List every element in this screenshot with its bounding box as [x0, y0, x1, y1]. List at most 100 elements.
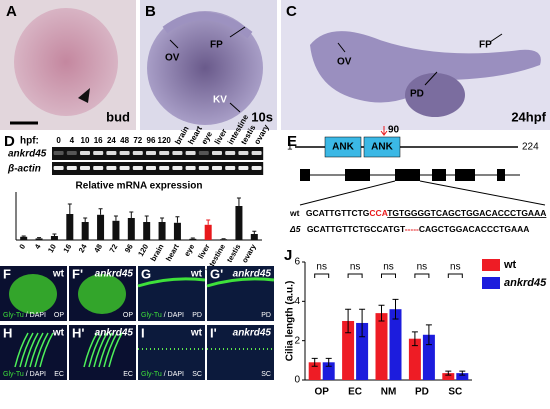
significance-bracket: [447, 273, 463, 278]
gel-band: [172, 151, 183, 155]
x-tick-label: PD: [415, 387, 429, 398]
aa-end: 224: [522, 142, 539, 153]
arrow: [424, 71, 438, 86]
error-bar: [459, 370, 466, 376]
gel-band: [251, 166, 262, 170]
exon: [395, 169, 420, 181]
gel-band: [80, 151, 90, 155]
x-tick-label: 0: [17, 242, 27, 250]
x-tick-label: 24: [77, 242, 89, 254]
gel-band: [146, 151, 156, 155]
error-bar: [52, 233, 57, 236]
error-bar: [311, 357, 318, 367]
arrowhead: [78, 88, 90, 103]
region: OP: [123, 312, 133, 319]
lane-label: 96: [147, 136, 156, 145]
label: KV: [213, 95, 227, 106]
stain-label: Gly-Tu / DAPI: [141, 312, 184, 319]
bar: [35, 238, 43, 240]
embryo-body: [162, 12, 253, 39]
x-tick-label: 4: [33, 242, 43, 251]
panel-letter: E: [287, 133, 297, 150]
x-tick-label: 96: [123, 242, 135, 254]
legend-label: ankrd45: [504, 277, 547, 289]
stain: / DAPI: [164, 312, 184, 319]
gel-band: [53, 151, 64, 155]
x-tick-label: heart: [164, 242, 181, 263]
error-bar: [113, 215, 118, 221]
bar: [389, 309, 402, 380]
legend-swatch: [482, 277, 500, 289]
bar: [250, 234, 258, 240]
region: PD: [261, 312, 271, 319]
panel-letter: F: [3, 266, 11, 281]
bar: [173, 222, 181, 240]
bar: [66, 214, 74, 240]
error-bar: [190, 237, 195, 239]
label: FP: [210, 40, 223, 51]
genotype: ankrd45: [233, 328, 272, 339]
zoom-lines: [299, 180, 546, 206]
significance-bracket: [347, 273, 363, 278]
gly-tu-signal: [78, 274, 126, 314]
site: 90: [388, 125, 400, 136]
gly-tu-signal: [29, 332, 44, 368]
error-bar: [325, 357, 332, 367]
gly-tu-signal: [24, 332, 39, 368]
y-tick-label: 4: [294, 296, 300, 307]
x-tick-label: EC: [348, 387, 362, 398]
panel-letter: G: [141, 266, 151, 281]
error-bar: [144, 215, 149, 222]
legend-swatch: [482, 259, 500, 271]
lane-label: 4: [70, 136, 75, 145]
gel-band: [185, 151, 196, 155]
panel-letter: F': [72, 266, 83, 281]
arrow: [337, 42, 346, 53]
mut-sequence: Δ5 GCATTGTTCTGCCATGT-----CAGCTGGACACCCTG…: [289, 224, 529, 234]
bar: [50, 236, 58, 240]
x-tick-label: OP: [314, 387, 329, 398]
lane-label: 0: [56, 136, 61, 145]
exon: [497, 169, 505, 181]
seq: CAGCTGGACACCCTGAAA: [419, 224, 530, 234]
stain: Gly-Tu: [141, 371, 162, 378]
x-tick-label: SC: [448, 387, 462, 398]
bar: [422, 334, 435, 380]
bar: [20, 236, 28, 240]
error-bar: [392, 298, 399, 320]
micrograph: [138, 325, 205, 380]
domain-label: ANK: [332, 142, 354, 153]
bar: [112, 220, 120, 240]
exon: [455, 169, 475, 181]
gel-band: [66, 166, 77, 170]
error-bar: [83, 217, 88, 222]
bar: [408, 338, 421, 380]
gel-band: [159, 166, 170, 170]
error-bar: [206, 219, 211, 225]
lane-label: 48: [120, 136, 129, 145]
bar: [456, 373, 469, 380]
micrograph: [138, 266, 205, 321]
annotation: ns: [350, 262, 361, 273]
error-bar: [21, 235, 26, 237]
panel-letter: B: [145, 3, 156, 20]
gel-band: [53, 166, 64, 170]
error-bar: [160, 217, 165, 222]
gel-band: [185, 166, 196, 170]
gel-band: [132, 151, 143, 155]
y-tick-label: 2: [294, 335, 300, 346]
gly-tu-signal: [9, 274, 57, 314]
lane-label: 16: [94, 136, 103, 145]
significance-bracket: [381, 273, 396, 278]
bar: [143, 222, 151, 240]
genotype: wt: [52, 328, 65, 339]
region: OP: [54, 312, 64, 319]
annotation: ns: [316, 262, 327, 273]
gel-band: [225, 151, 236, 155]
x-tick-label: NM: [381, 387, 397, 398]
gly-tu-signal: [83, 332, 98, 368]
stain-label: Gly-Tu / DAPI: [3, 371, 46, 378]
region: EC: [123, 371, 133, 378]
x-tick-label: 10: [46, 242, 58, 254]
